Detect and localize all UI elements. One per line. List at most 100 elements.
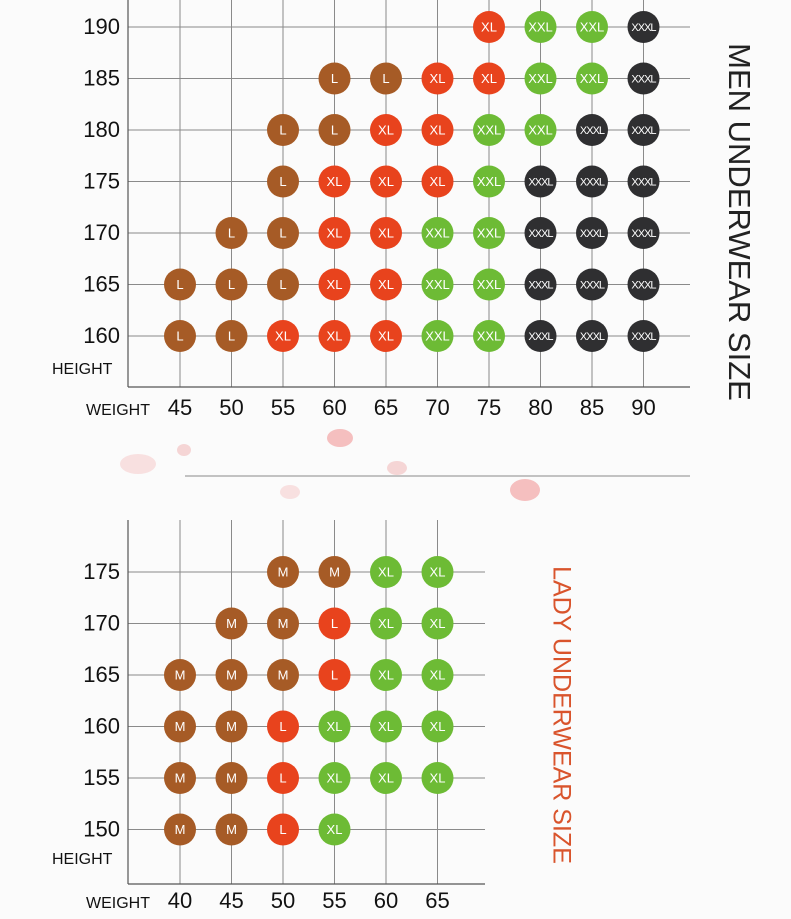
height-label: 180: [83, 117, 120, 142]
size-label: L: [228, 225, 235, 240]
size-dot: [524, 62, 557, 95]
size-label: XL: [378, 616, 394, 631]
size-label: XXL: [425, 225, 450, 240]
size-label: XXXL: [580, 125, 605, 137]
size-label: L: [228, 328, 235, 343]
size-label: XXL: [580, 19, 605, 34]
size-dot: [318, 268, 351, 301]
size-dot: [370, 710, 402, 743]
size-dot: [164, 659, 196, 691]
size-dot: [627, 320, 660, 352]
size-label: XXXL: [528, 176, 553, 188]
weight-label: 45: [219, 888, 243, 913]
size-dot: [627, 217, 660, 249]
size-dot: [421, 217, 454, 249]
size-dot: [370, 762, 402, 794]
heart-decor: [280, 485, 300, 499]
height-label: 160: [83, 323, 120, 348]
weight-label: 55: [322, 888, 346, 913]
size-dot: [576, 11, 608, 43]
size-label: L: [331, 667, 338, 682]
size-dot: [421, 607, 454, 640]
size-label: XXXL: [631, 125, 656, 137]
size-label: XXXL: [580, 176, 605, 188]
weight-label: 75: [477, 395, 501, 420]
size-dot: [215, 607, 248, 640]
size-dot: [627, 114, 660, 146]
size-label: XXL: [528, 19, 553, 34]
size-dot: [576, 217, 608, 249]
size-label: M: [278, 667, 289, 682]
size-dot: [421, 165, 454, 198]
weight-label: 40: [168, 888, 192, 913]
size-dot: [370, 217, 402, 249]
size-dot: [267, 556, 299, 588]
size-label: XL: [327, 174, 343, 189]
size-label: L: [331, 122, 338, 137]
weight-label: 60: [374, 888, 398, 913]
size-dot: [164, 268, 196, 301]
size-label: M: [226, 719, 237, 734]
height-label: 160: [83, 713, 120, 738]
weight-label: 80: [528, 395, 552, 420]
heart-decor: [510, 479, 540, 501]
size-dot: [370, 114, 402, 146]
size-dot: [267, 762, 299, 794]
height-label: 155: [83, 765, 120, 790]
size-label: XL: [327, 277, 343, 292]
size-label: XL: [378, 225, 394, 240]
size-dot: [267, 659, 299, 691]
size-label: XXL: [580, 71, 605, 86]
size-label: XXXL: [631, 228, 656, 240]
size-label: L: [279, 719, 286, 734]
size-dot: [267, 320, 299, 352]
size-label: L: [331, 71, 338, 86]
size-label: XXXL: [580, 228, 605, 240]
size-label: XL: [481, 19, 497, 34]
size-dot: [164, 762, 196, 794]
size-label: L: [331, 616, 338, 631]
size-dot: [524, 11, 557, 43]
size-label: XL: [378, 667, 394, 682]
size-dot: [421, 114, 454, 146]
size-dot: [267, 268, 299, 301]
size-label: XL: [327, 770, 343, 785]
size-label: M: [278, 564, 289, 579]
size-dot: [576, 320, 608, 352]
size-label: XXL: [477, 122, 502, 137]
size-label: XL: [378, 564, 394, 579]
size-dot: [215, 217, 248, 249]
size-dot: [473, 165, 505, 198]
weight-label: 65: [374, 395, 398, 420]
size-dot: [421, 659, 454, 691]
size-label: XXXL: [580, 331, 605, 343]
size-label: XXXL: [580, 279, 605, 291]
size-dot: [627, 268, 660, 301]
size-dot: [318, 62, 351, 95]
size-dot: [215, 762, 248, 794]
heart-decor: [327, 429, 353, 447]
size-label: XXXL: [631, 22, 656, 34]
size-dot: [421, 762, 454, 794]
size-dot: [318, 762, 351, 794]
height-title: HEIGHT: [52, 851, 113, 868]
size-label: L: [279, 122, 286, 137]
size-dot: [576, 62, 608, 95]
size-dot: [576, 165, 608, 198]
size-dot: [421, 556, 454, 588]
size-dot: [370, 659, 402, 691]
size-dot: [215, 268, 248, 301]
size-dot: [318, 320, 351, 352]
weight-label: 70: [425, 395, 449, 420]
size-dot: [524, 268, 557, 301]
size-label: L: [279, 225, 286, 240]
size-dot: [215, 710, 248, 743]
size-dot: [576, 114, 608, 146]
size-dot: [318, 710, 351, 743]
size-label: XXXL: [528, 228, 553, 240]
size-label: XXL: [477, 328, 502, 343]
size-dot: [524, 217, 557, 249]
height-label: 165: [83, 271, 120, 296]
height-label: 175: [83, 168, 120, 193]
size-dot: [318, 217, 351, 249]
